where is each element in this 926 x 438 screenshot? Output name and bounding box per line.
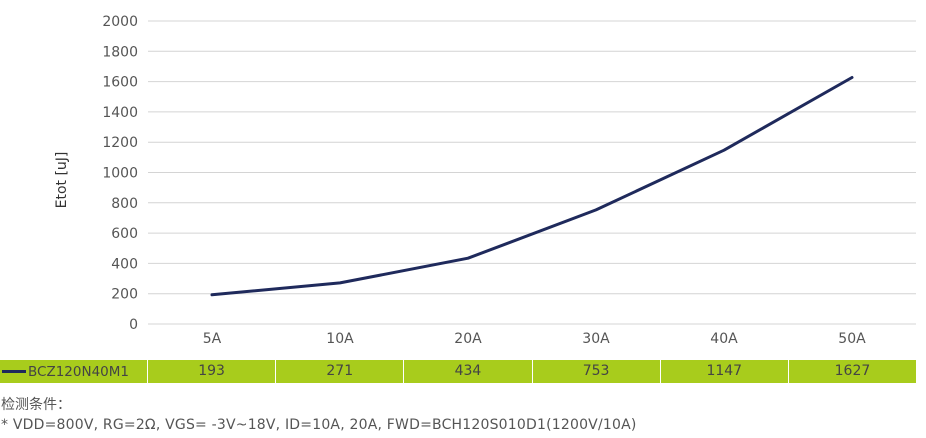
table-cell-5a: 193 [148,360,277,383]
x-tick-label: 30A [582,331,610,347]
table-cell-10a: 271 [276,360,405,383]
test-conditions: 检测条件： * VDD=800V, RG=2Ω, VGS= -3V~18V, I… [1,395,637,435]
y-tick-label: 400 [111,256,138,272]
table-series-label: BCZ120N40M1 [28,363,129,380]
x-tick-label: 50A [838,331,866,347]
y-tick-label: 1200 [102,135,138,151]
table-cell-40a: 1147 [661,360,789,383]
line-chart: 0 200 400 600 800 1000 1200 1400 1600 1800 2000 5A… [54,14,916,347]
table-cell-30a: 753 [533,360,661,383]
x-tick-label: 5A [203,331,222,347]
x-axis-ticks: 5A 10A 20A 30A 40A 50A [203,331,866,347]
y-axis-label: Etot [uJ] [54,152,70,209]
table-series-cell: BCZ120N40M1 [0,360,148,383]
y-tick-label: 2000 [102,14,138,30]
y-axis-ticks: 0 200 400 600 800 1000 1200 1400 1600 1800 2000 [102,14,138,333]
y-tick-label: 600 [111,226,138,242]
x-tick-label: 40A [710,331,738,347]
series-layer [210,76,854,297]
conditions-title: 检测条件： [1,397,71,413]
table-cell-20a: 434 [404,360,533,383]
series-line-bcz120n40m1 [210,76,854,297]
y-tick-label: 0 [129,317,138,333]
y-tick-label: 1600 [102,75,138,91]
y-tick-label: 800 [111,196,138,212]
y-tick-label: 1400 [102,105,138,121]
grid-layer [148,20,916,325]
legend-line-icon [2,370,26,373]
conditions-text: * VDD=800V, RG=2Ω, VGS= -3V~18V, ID=10A,… [1,417,637,433]
data-table: BCZ120N40M1 193 271 434 753 1147 1627 [0,360,916,383]
y-tick-label: 1800 [102,44,138,60]
x-tick-label: 10A [326,331,354,347]
y-tick-label: 1000 [102,166,138,182]
x-tick-label: 20A [454,331,482,347]
y-tick-label: 200 [111,287,138,303]
table-cell-50a: 1627 [834,363,871,379]
